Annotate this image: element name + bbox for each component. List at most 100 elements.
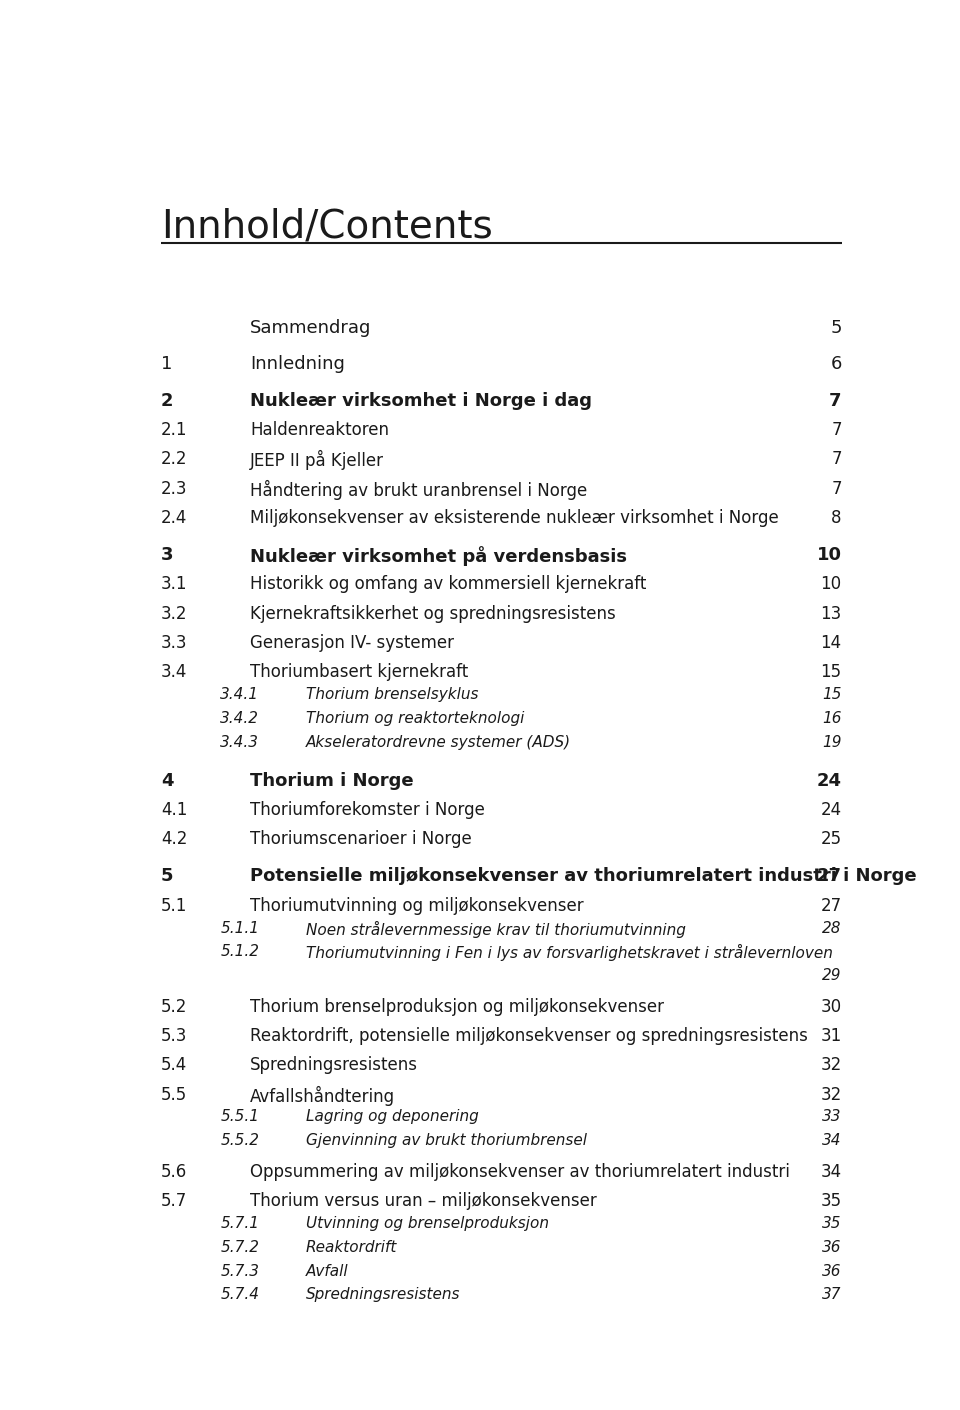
Text: Reaktordrift, potensielle miljøkonsekvenser og spredningsresistens: Reaktordrift, potensielle miljøkonsekven… — [251, 1026, 808, 1045]
Text: 2.2: 2.2 — [161, 450, 187, 468]
Text: 3.4: 3.4 — [161, 663, 187, 681]
Text: 7: 7 — [831, 479, 842, 498]
Text: 10: 10 — [821, 575, 842, 594]
Text: 19: 19 — [822, 735, 842, 750]
Text: Thoriumscenarioer i Norge: Thoriumscenarioer i Norge — [251, 830, 472, 849]
Text: Nukleær virksomhet i Norge i dag: Nukleær virksomhet i Norge i dag — [251, 392, 592, 410]
Text: Thorium brenselsyklus: Thorium brenselsyklus — [306, 687, 478, 702]
Text: Nukleær virksomhet på verdensbasis: Nukleær virksomhet på verdensbasis — [251, 546, 627, 565]
Text: Thoriumbasert kjernekraft: Thoriumbasert kjernekraft — [251, 663, 468, 681]
Text: Spredningsresistens: Spredningsresistens — [306, 1287, 461, 1303]
Text: Reaktordrift: Reaktordrift — [306, 1239, 397, 1255]
Text: Innhold/Contents: Innhold/Contents — [161, 207, 492, 245]
Text: 5.7.4: 5.7.4 — [221, 1287, 259, 1303]
Text: 25: 25 — [821, 830, 842, 849]
Text: 37: 37 — [822, 1287, 842, 1303]
Text: Innledning: Innledning — [251, 355, 345, 372]
Text: 16: 16 — [822, 711, 842, 726]
Text: 5: 5 — [830, 319, 842, 337]
Text: 29: 29 — [822, 969, 842, 983]
Text: Avfall: Avfall — [306, 1263, 348, 1279]
Text: Haldenreaktoren: Haldenreaktoren — [251, 422, 389, 439]
Text: 1: 1 — [161, 355, 172, 372]
Text: 28: 28 — [822, 921, 842, 935]
Text: 35: 35 — [822, 1215, 842, 1231]
Text: 4: 4 — [161, 771, 174, 790]
Text: 3.4.2: 3.4.2 — [221, 711, 259, 726]
Text: Gjenvinning av brukt thoriumbrensel: Gjenvinning av brukt thoriumbrensel — [306, 1134, 587, 1148]
Text: 36: 36 — [822, 1239, 842, 1255]
Text: 2.3: 2.3 — [161, 479, 187, 498]
Text: JEEP II på Kjeller: JEEP II på Kjeller — [251, 450, 384, 471]
Text: 36: 36 — [822, 1263, 842, 1279]
Text: 7: 7 — [831, 422, 842, 439]
Text: Oppsummering av miljøkonsekvenser av thoriumrelatert industri: Oppsummering av miljøkonsekvenser av tho… — [251, 1163, 790, 1180]
Text: 34: 34 — [821, 1163, 842, 1180]
Text: 4.2: 4.2 — [161, 830, 187, 849]
Text: Historikk og omfang av kommersiell kjernekraft: Historikk og omfang av kommersiell kjern… — [251, 575, 647, 594]
Text: Kjernekraftsikkerhet og spredningsresistens: Kjernekraftsikkerhet og spredningsresist… — [251, 605, 616, 623]
Text: 4.1: 4.1 — [161, 801, 187, 819]
Text: 3: 3 — [161, 546, 174, 564]
Text: Thorium og reaktorteknologi: Thorium og reaktorteknologi — [306, 711, 524, 726]
Text: Sammendrag: Sammendrag — [251, 319, 372, 337]
Text: 5.7.1: 5.7.1 — [221, 1215, 259, 1231]
Text: 5.7: 5.7 — [161, 1191, 187, 1210]
Text: 7: 7 — [831, 450, 842, 468]
Text: 30: 30 — [821, 998, 842, 1015]
Text: 2.1: 2.1 — [161, 422, 187, 439]
Text: 24: 24 — [817, 771, 842, 790]
Text: 15: 15 — [822, 687, 842, 702]
Text: 34: 34 — [822, 1134, 842, 1148]
Text: 3.4.1: 3.4.1 — [221, 687, 259, 702]
Text: Lagring og deponering: Lagring og deponering — [306, 1110, 479, 1124]
Text: Thorium i Norge: Thorium i Norge — [251, 771, 414, 790]
Text: Thorium versus uran – miljøkonsekvenser: Thorium versus uran – miljøkonsekvenser — [251, 1191, 597, 1210]
Text: 2: 2 — [161, 392, 174, 410]
Text: 5.5: 5.5 — [161, 1086, 187, 1104]
Text: Håndtering av brukt uranbrensel i Norge: Håndtering av brukt uranbrensel i Norge — [251, 479, 588, 499]
Text: Thoriumforekomster i Norge: Thoriumforekomster i Norge — [251, 801, 485, 819]
Text: 3.2: 3.2 — [161, 605, 187, 623]
Text: 15: 15 — [821, 663, 842, 681]
Text: 35: 35 — [821, 1191, 842, 1210]
Text: 14: 14 — [821, 634, 842, 651]
Text: 3.4.3: 3.4.3 — [221, 735, 259, 750]
Text: Miljøkonsekvenser av eksisterende nukleær virksomhet i Norge: Miljøkonsekvenser av eksisterende nukleæ… — [251, 509, 779, 527]
Text: 24: 24 — [821, 801, 842, 819]
Text: 3.3: 3.3 — [161, 634, 187, 651]
Text: 5.4: 5.4 — [161, 1056, 187, 1074]
Text: 5.6: 5.6 — [161, 1163, 187, 1180]
Text: 6: 6 — [830, 355, 842, 372]
Text: Potensielle miljøkonsekvenser av thoriumrelatert industri i Norge: Potensielle miljøkonsekvenser av thorium… — [251, 867, 917, 885]
Text: 31: 31 — [821, 1026, 842, 1045]
Text: 5.1.1: 5.1.1 — [221, 921, 259, 935]
Text: 32: 32 — [821, 1056, 842, 1074]
Text: 27: 27 — [817, 867, 842, 885]
Text: Avfallshåndtering: Avfallshåndtering — [251, 1086, 396, 1105]
Text: 5.3: 5.3 — [161, 1026, 187, 1045]
Text: Thoriumutvinning i Fen i lys av forsvarlighetskravet i strålevernloven: Thoriumutvinning i Fen i lys av forsvarl… — [306, 945, 833, 962]
Text: Utvinning og brenselproduksjon: Utvinning og brenselproduksjon — [306, 1215, 549, 1231]
Text: 7: 7 — [829, 392, 842, 410]
Text: 5.5.1: 5.5.1 — [221, 1110, 259, 1124]
Text: 13: 13 — [821, 605, 842, 623]
Text: 10: 10 — [817, 546, 842, 564]
Text: 27: 27 — [821, 897, 842, 915]
Text: 33: 33 — [822, 1110, 842, 1124]
Text: Spredningsresistens: Spredningsresistens — [251, 1056, 419, 1074]
Text: Generasjon IV- systemer: Generasjon IV- systemer — [251, 634, 454, 651]
Text: 5.5.2: 5.5.2 — [221, 1134, 259, 1148]
Text: Thorium brenselproduksjon og miljøkonsekvenser: Thorium brenselproduksjon og miljøkonsek… — [251, 998, 664, 1015]
Text: Thoriumutvinning og miljøkonsekvenser: Thoriumutvinning og miljøkonsekvenser — [251, 897, 584, 915]
Text: 5.7.2: 5.7.2 — [221, 1239, 259, 1255]
Text: 5: 5 — [161, 867, 174, 885]
Text: 5.2: 5.2 — [161, 998, 187, 1015]
Text: 2.4: 2.4 — [161, 509, 187, 527]
Text: 5.7.3: 5.7.3 — [221, 1263, 259, 1279]
Text: 32: 32 — [821, 1086, 842, 1104]
Text: 3.1: 3.1 — [161, 575, 187, 594]
Text: 8: 8 — [831, 509, 842, 527]
Text: 5.1.2: 5.1.2 — [221, 945, 259, 959]
Text: Akseleratordrevne systemer (ADS): Akseleratordrevne systemer (ADS) — [306, 735, 571, 750]
